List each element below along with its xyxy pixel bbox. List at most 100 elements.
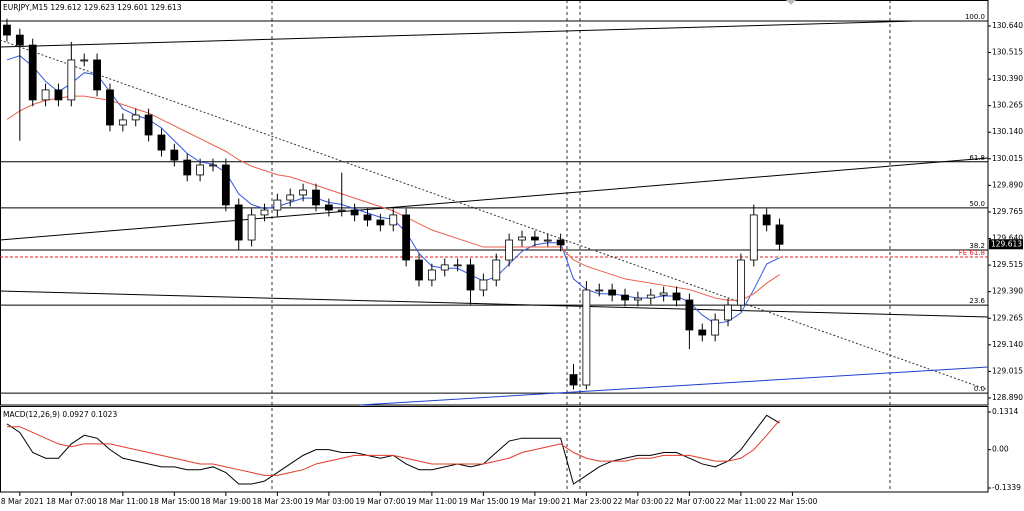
candle-body — [350, 209, 359, 216]
fib-level-label: 50.0 — [969, 200, 985, 208]
candle-body — [157, 134, 166, 151]
y-tick-label: 129.765 — [992, 207, 1023, 216]
candle-body — [402, 214, 411, 261]
y-tick-label: 128.890 — [992, 393, 1023, 402]
x-tick-label: 18 Mar 15:00 — [149, 497, 199, 506]
y-tick-label: 129.890 — [992, 180, 1023, 189]
candle-body — [209, 164, 217, 167]
y-tick-label: 0.00 — [992, 445, 1009, 454]
candle-body — [711, 319, 720, 336]
y-tick-label: 129.515 — [992, 260, 1023, 269]
candle-body — [659, 292, 668, 296]
x-tick-label: 19 Mar 11:00 — [407, 497, 457, 506]
x-tick-label: 22 Mar 07:00 — [664, 497, 714, 506]
y-tick-label: 0.1314 — [992, 407, 1018, 416]
x-tick-label: 18 Mar 07:00 — [46, 497, 96, 506]
candle-body — [595, 289, 604, 292]
candle-body — [582, 289, 591, 386]
y-tick-label: 129.140 — [992, 340, 1023, 349]
candle-body — [337, 209, 346, 212]
candle-body — [286, 194, 295, 201]
candle-body — [312, 189, 320, 206]
main-frame — [0, 0, 989, 406]
candle-body — [93, 59, 101, 91]
candle-body — [518, 236, 526, 241]
candle-body — [492, 259, 501, 281]
y-tick-label: 130.140 — [992, 127, 1023, 136]
trend-line — [0, 290, 989, 318]
candle-body — [260, 209, 269, 216]
x-tick-label: 22 Mar 03:00 — [613, 497, 663, 506]
trend-line — [0, 157, 989, 241]
fib-level-label: 61.8 — [969, 154, 985, 162]
candle-body — [466, 264, 475, 291]
candle-body — [15, 34, 24, 46]
candle-body — [54, 89, 63, 101]
candle-body — [221, 164, 230, 206]
x-tick-label: 19 Mar 03:00 — [304, 497, 354, 506]
candle-body — [67, 59, 76, 101]
x-tick-label: 19 Mar 15:00 — [458, 497, 508, 506]
candle-body — [41, 89, 50, 101]
candle-body — [440, 264, 449, 271]
candle-body — [646, 294, 655, 299]
x-tick-label: 18 Mar 23:00 — [252, 497, 302, 506]
candle-body — [698, 329, 707, 336]
candle-body — [569, 374, 578, 386]
y-tick-label: 130.640 — [992, 21, 1023, 30]
candle-body — [106, 89, 114, 126]
fib-level-label: 38.2 — [969, 242, 985, 250]
candle-body — [737, 259, 745, 306]
panel-title: EURJPY,M15 129.612 129.623 129.601 129.6… — [3, 3, 182, 12]
candle-body — [324, 204, 333, 211]
x-tick-label: 19 Mar 19:00 — [510, 497, 560, 506]
y-tick-label: 129.015 — [992, 366, 1023, 375]
trend-line — [0, 20, 915, 48]
candle-body — [621, 294, 629, 301]
indicator-line — [6, 420, 780, 476]
candle-body — [28, 44, 37, 101]
candle-body — [505, 239, 514, 261]
candle-body — [118, 119, 127, 126]
candle-body — [479, 279, 488, 291]
x-tick-label: 22 Mar 11:00 — [716, 497, 766, 506]
candle-body — [299, 189, 308, 196]
candle-body — [427, 269, 436, 281]
candle-body — [672, 292, 681, 301]
y-tick-label: 130.015 — [992, 154, 1023, 163]
fib-level-label: FE 61.8 — [959, 249, 985, 257]
candle-body — [530, 236, 539, 241]
candle-body — [196, 164, 204, 176]
candle-body — [234, 204, 243, 241]
candle-body — [608, 289, 617, 296]
candle-body — [363, 214, 372, 221]
panel-title: MACD(12,26,9) 0.0927 0.1023 — [3, 410, 117, 419]
candle-body — [389, 214, 398, 226]
candle-body — [775, 224, 784, 245]
candle-body — [183, 159, 192, 176]
candle-body — [415, 259, 423, 281]
candle-body — [376, 219, 385, 226]
last-price-label: 129.613 — [991, 239, 1022, 248]
candle-body — [556, 239, 565, 246]
x-tick-label: 22 Mar 15:00 — [767, 497, 817, 506]
candle-body — [724, 304, 732, 321]
candle-body — [144, 114, 153, 136]
candle-body — [80, 59, 89, 62]
y-tick-label: 130.390 — [992, 74, 1023, 83]
candle-body — [247, 214, 256, 241]
fib-level-label: 0.0 — [974, 385, 985, 393]
y-tick-label: 130.265 — [992, 101, 1023, 110]
candle-body — [273, 199, 282, 211]
candle-body — [749, 214, 758, 261]
candle-body — [131, 114, 140, 121]
fib-level-label: 23.6 — [969, 297, 985, 305]
x-tick-label: 19 Mar 07:00 — [355, 497, 405, 506]
candle-body — [762, 214, 771, 226]
fib-level-label: 100.0 — [965, 13, 985, 21]
trend-line — [359, 366, 989, 406]
candle-body — [685, 299, 694, 331]
y-tick-label: 129.640 — [992, 234, 1023, 243]
y-tick-label: 129.265 — [992, 313, 1023, 322]
